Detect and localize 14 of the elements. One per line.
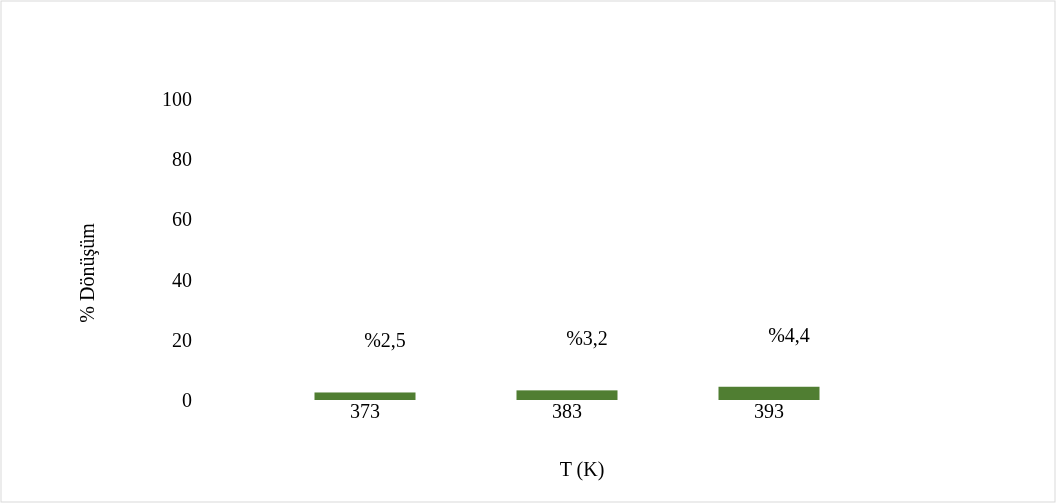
- data-label: %4,4: [768, 323, 810, 346]
- x-tick-label: 373: [350, 400, 380, 422]
- y-tick-label: 0: [182, 389, 192, 411]
- x-tick-label: 393: [754, 400, 784, 422]
- y-tick-label: 20: [172, 328, 192, 351]
- y-tick-label: 100: [162, 88, 192, 110]
- data-label: %3,2: [566, 327, 608, 350]
- x-axis-title: T (K): [559, 458, 605, 481]
- y-tick-label: 80: [172, 148, 192, 171]
- y-axis-title: % Dönüşüm: [76, 222, 99, 323]
- data-label: %2,5: [364, 329, 406, 352]
- y-tick-label: 60: [172, 208, 192, 231]
- y-tick-label: 40: [172, 268, 192, 291]
- x-tick-label: 383: [552, 400, 582, 422]
